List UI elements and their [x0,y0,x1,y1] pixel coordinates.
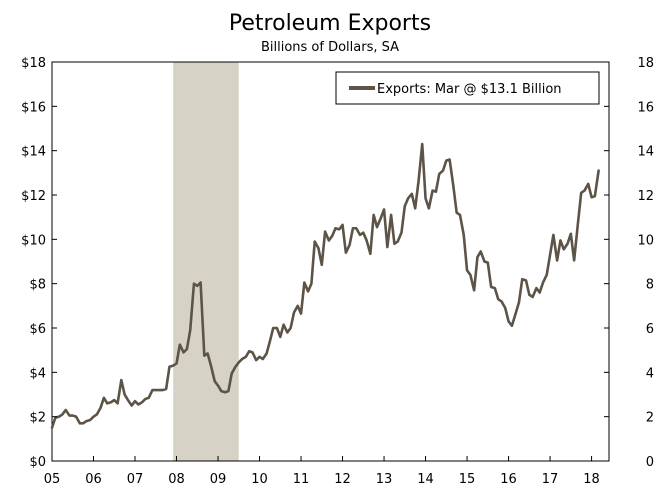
y-tick-label-right: 0 [646,455,654,470]
x-tick-label: 14 [417,472,434,487]
y-tick-label-left: $18 [21,56,46,71]
x-tick-label: 18 [583,472,600,487]
x-tick-label: 07 [127,472,144,487]
y-tick-label-right: 2 [646,411,654,426]
series-line-exports [50,142,600,430]
y-tick-label-right: 8 [646,278,654,293]
legend: Exports: Mar @ $13.1 Billion [335,71,600,105]
x-tick-label: 15 [459,472,476,487]
x-tick-label: 10 [251,472,268,487]
y-tick-label-right: 16 [637,100,654,115]
y-tick-label-left: $16 [21,100,46,115]
x-tick-label: 08 [168,472,185,487]
legend-box [335,71,600,105]
y-tick-label-left: $12 [21,189,46,204]
y-tick-label-left: $4 [29,366,46,381]
x-tick-label: 11 [293,472,310,487]
x-tick-label: 13 [376,472,393,487]
y-tick-label-left: $2 [29,411,46,426]
y-tick-label-right: 6 [646,322,654,337]
y-tick-label-right: 14 [637,145,654,160]
x-tick-label: 05 [44,472,61,487]
recession-shading [173,62,239,461]
x-tick-label: 09 [210,472,227,487]
x-tick-label: 16 [500,472,517,487]
chart-subtitle: Billions of Dollars, SA [261,40,399,55]
x-tick-label: 06 [85,472,102,487]
y-tick-label-right: 4 [646,366,654,381]
x-tick-label: 12 [334,472,351,487]
y-tick-label-left: $14 [21,145,46,160]
y-tick-label-right: 10 [637,233,654,248]
x-tick-label: 17 [542,472,559,487]
y-tick-label-left: $8 [29,278,46,293]
chart-title: Petroleum Exports [229,11,431,36]
y-tick-label-right: 12 [637,189,654,204]
plot-frame [51,61,610,462]
y-tick-label-left: $6 [29,322,46,337]
y-tick-label-left: $10 [21,233,46,248]
y-tick-label-right: 18 [637,56,654,71]
legend-label: Exports: Mar @ $13.1 Billion [377,82,562,97]
y-tick-label-left: $0 [29,455,46,470]
